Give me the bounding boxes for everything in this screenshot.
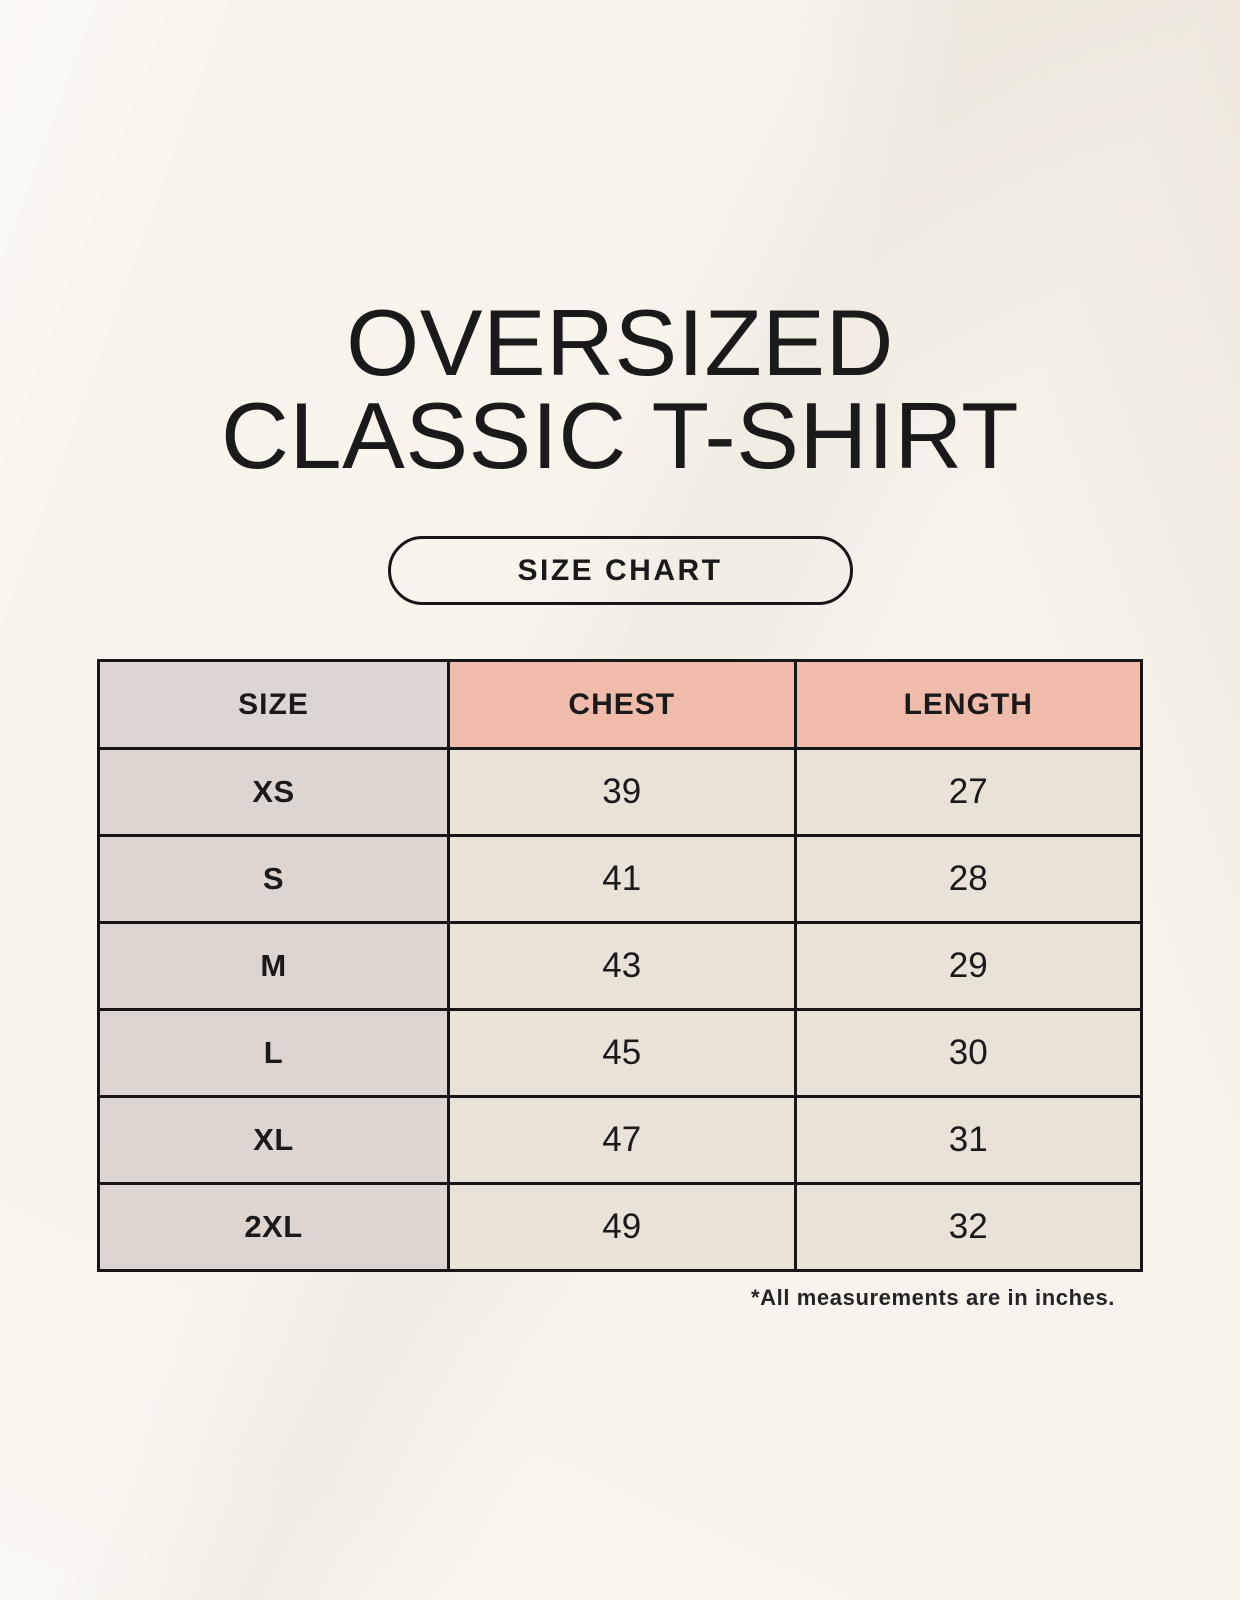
size-chart-button[interactable]: SIZE CHART [387, 536, 853, 606]
table-row-l: L 45 30 [97, 1008, 1143, 1099]
chest-value: 49 [447, 1182, 797, 1273]
page-title-line-2: CLASSIC T-SHIRT [220, 383, 1019, 489]
chest-value: 45 [447, 1008, 797, 1099]
measurements-footnote: *All measurements are in inches. [750, 1285, 1115, 1311]
length-value: 32 [793, 1182, 1143, 1273]
page-title: OVERSIZED CLASSIC T-SHIRT [220, 290, 1019, 489]
size-chart-table: SIZE CHEST LENGTH XS 39 27 S 41 28 M 43 … [97, 659, 1143, 1273]
column-header-size: SIZE [97, 659, 450, 751]
size-label: XS [97, 747, 450, 838]
size-label: XL [97, 1095, 450, 1186]
chest-value: 39 [447, 747, 797, 838]
column-header-length: LENGTH [793, 659, 1143, 751]
column-header-chest: CHEST [447, 659, 797, 751]
length-value: 28 [793, 834, 1143, 925]
table-row-2xl: 2XL 49 32 [97, 1182, 1143, 1273]
length-value: 30 [793, 1008, 1143, 1099]
size-label: S [97, 834, 450, 925]
chest-value: 43 [447, 921, 797, 1012]
table-row-xl: XL 47 31 [97, 1095, 1143, 1186]
size-label: M [97, 921, 450, 1012]
table-row-xs: XS 39 27 [97, 747, 1143, 838]
length-value: 31 [793, 1095, 1143, 1186]
size-label: 2XL [97, 1182, 450, 1273]
table-header-row: SIZE CHEST LENGTH [97, 659, 1143, 751]
chest-value: 47 [447, 1095, 797, 1186]
length-value: 29 [793, 921, 1143, 1012]
page-title-line-1: OVERSIZED [346, 290, 894, 395]
length-value: 27 [793, 747, 1143, 838]
table-row-s: S 41 28 [97, 834, 1143, 925]
size-chart-button-label: SIZE CHART [517, 553, 723, 587]
chest-value: 41 [447, 834, 797, 925]
table-row-m: M 43 29 [97, 921, 1143, 1012]
size-label: L [97, 1008, 450, 1099]
